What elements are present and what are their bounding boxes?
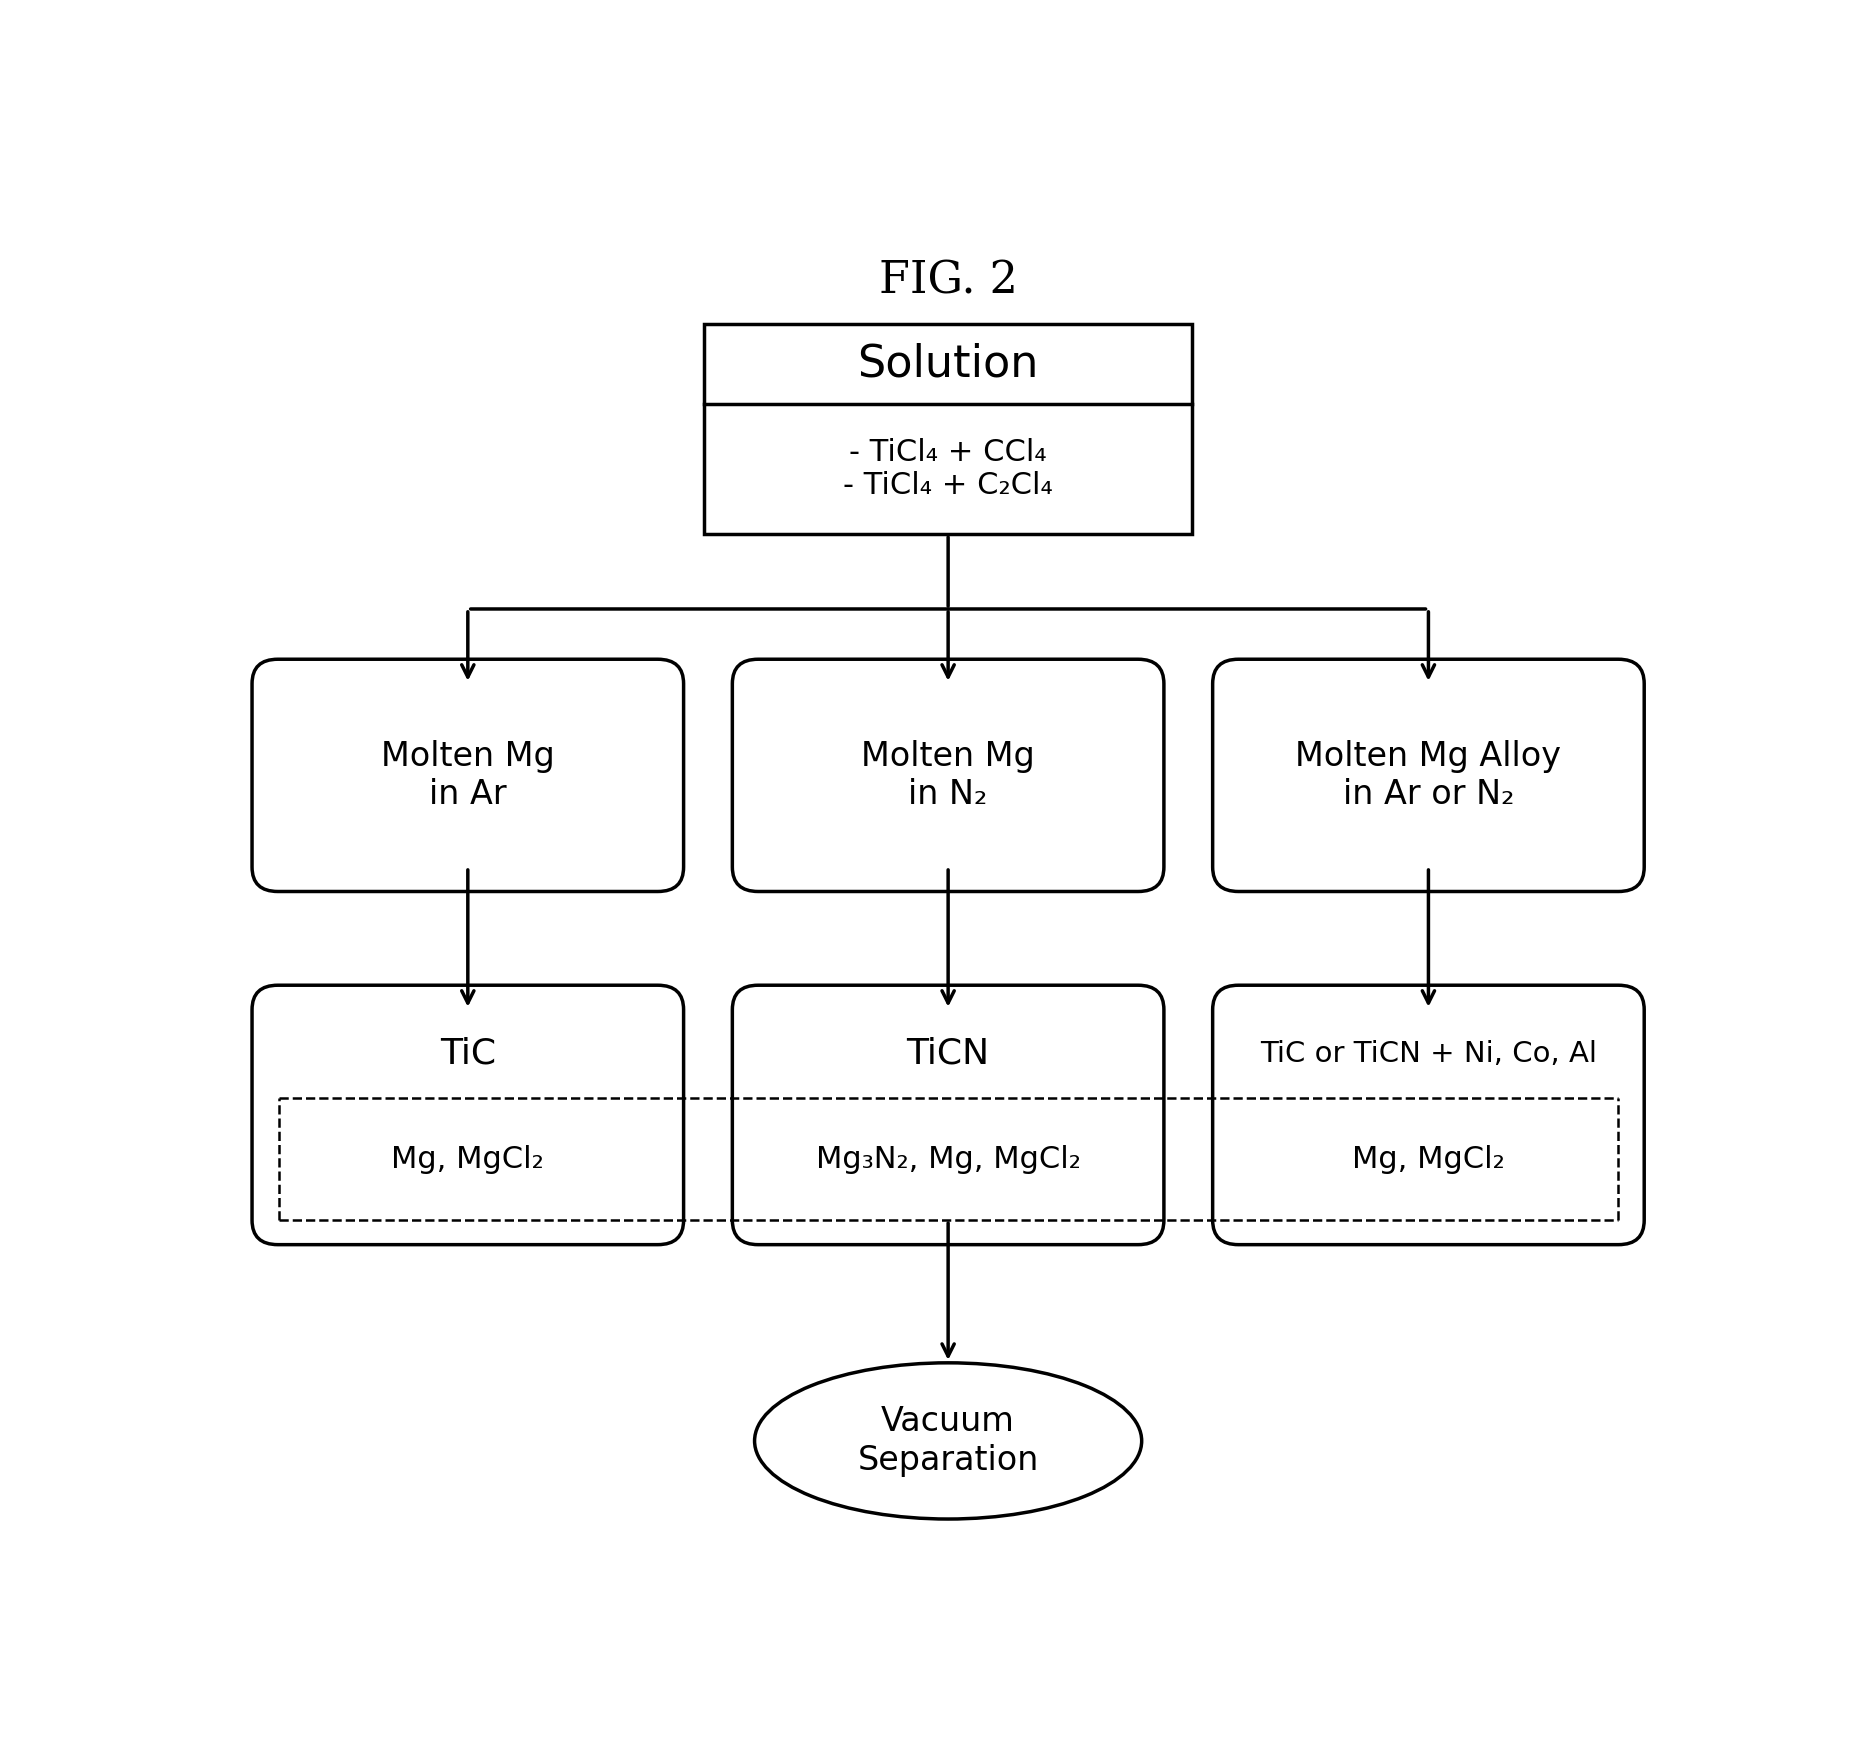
FancyBboxPatch shape — [733, 660, 1164, 891]
Text: Solution: Solution — [857, 342, 1040, 385]
Text: TiCN: TiCN — [906, 1037, 990, 1071]
Text: FIG. 2: FIG. 2 — [879, 259, 1018, 302]
Text: TiC or TiCN + Ni, Co, Al: TiC or TiCN + Ni, Co, Al — [1260, 1041, 1597, 1067]
Text: Mg, MgCl₂: Mg, MgCl₂ — [392, 1145, 544, 1173]
Text: Vacuum
Separation: Vacuum Separation — [857, 1406, 1040, 1476]
FancyBboxPatch shape — [733, 986, 1164, 1245]
Text: TiC: TiC — [440, 1037, 496, 1071]
Text: Molten Mg
in N₂: Molten Mg in N₂ — [862, 739, 1034, 811]
Text: Molten Mg
in Ar: Molten Mg in Ar — [381, 739, 555, 811]
Text: - TiCl₄ + CCl₄
- TiCl₄ + C₂Cl₄: - TiCl₄ + CCl₄ - TiCl₄ + C₂Cl₄ — [844, 437, 1053, 501]
FancyBboxPatch shape — [252, 660, 684, 891]
FancyBboxPatch shape — [1212, 660, 1645, 891]
Text: Mg, MgCl₂: Mg, MgCl₂ — [1352, 1145, 1504, 1173]
Ellipse shape — [755, 1364, 1141, 1519]
Text: Mg₃N₂, Mg, MgCl₂: Mg₃N₂, Mg, MgCl₂ — [816, 1145, 1080, 1173]
Text: Molten Mg Alloy
in Ar or N₂: Molten Mg Alloy in Ar or N₂ — [1295, 739, 1561, 811]
FancyBboxPatch shape — [1212, 986, 1645, 1245]
FancyBboxPatch shape — [705, 325, 1191, 534]
FancyBboxPatch shape — [252, 986, 684, 1245]
